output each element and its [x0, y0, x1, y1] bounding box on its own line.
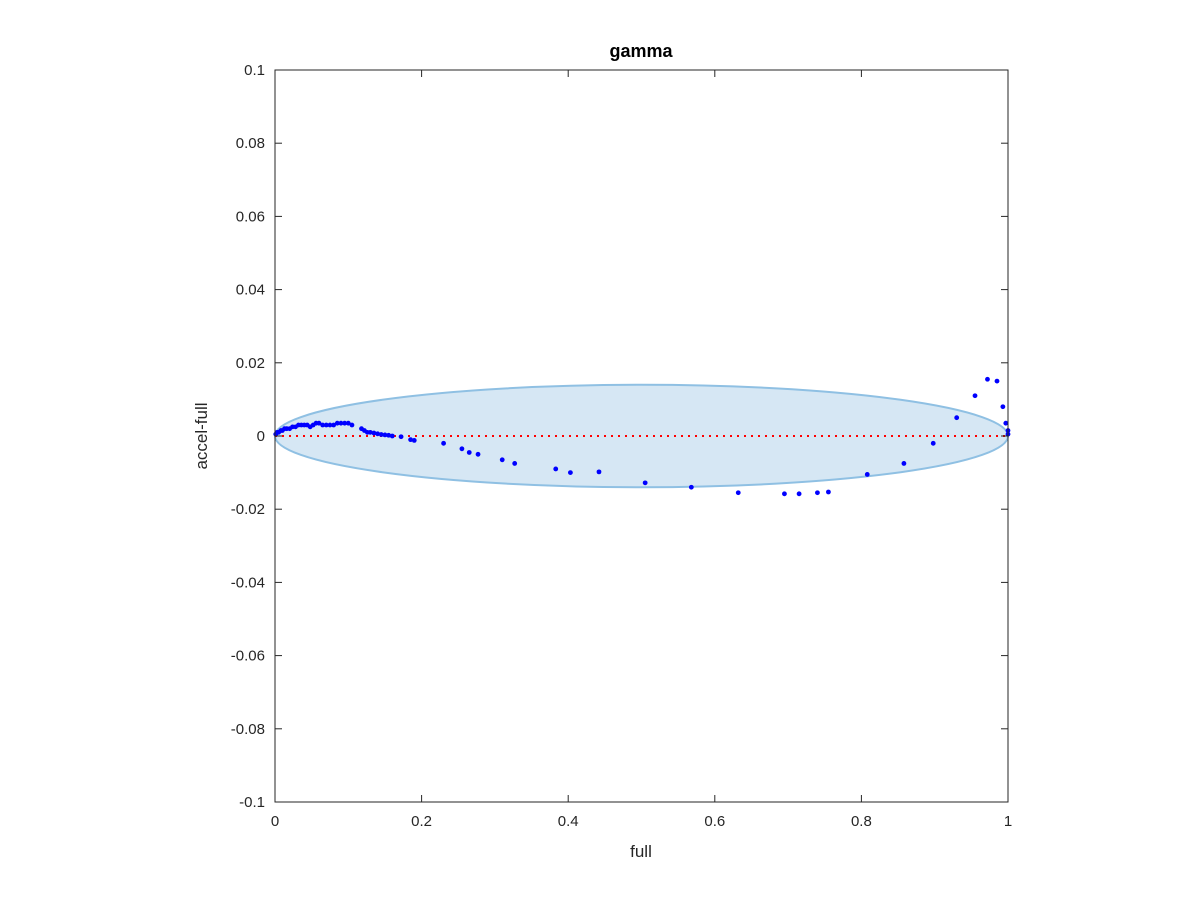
- data-point: [316, 420, 322, 426]
- data-point: [954, 415, 960, 421]
- y-tick-label: -0.1: [239, 794, 265, 811]
- data-point: [985, 376, 990, 382]
- data-point: [815, 490, 820, 496]
- data-point: [512, 461, 518, 466]
- data-point: [796, 491, 802, 497]
- data-point: [499, 457, 505, 463]
- y-tick-label: 0.06: [236, 208, 265, 225]
- data-point: [375, 431, 381, 437]
- data-point: [334, 420, 340, 426]
- y-tick-label: -0.04: [231, 574, 265, 591]
- y-tick-label: -0.06: [231, 648, 265, 665]
- data-point: [864, 472, 870, 477]
- data-point: [459, 446, 465, 452]
- data-point: [349, 422, 355, 428]
- y-tick-label: 0.04: [236, 282, 265, 299]
- data-point: [596, 469, 602, 475]
- data-point: [338, 420, 344, 426]
- x-tick-label: 0.4: [558, 813, 579, 830]
- data-point: [1000, 404, 1006, 410]
- data-point: [386, 432, 392, 438]
- data-point: [411, 437, 417, 443]
- x-tick-label: 1: [1004, 813, 1012, 830]
- data-point: [688, 484, 694, 490]
- x-tick-label: 0.6: [704, 813, 725, 830]
- x-tick-label: 0.8: [851, 813, 872, 830]
- axes-layer: [274, 69, 1009, 803]
- data-point: [389, 433, 395, 439]
- data-point: [345, 420, 351, 426]
- data-point: [735, 490, 741, 496]
- data-point: [371, 430, 377, 436]
- y-tick-label: 0.02: [236, 355, 265, 372]
- data-point: [994, 378, 1000, 384]
- chart-title: gamma: [609, 41, 673, 61]
- data-point: [930, 440, 936, 446]
- y-tick-label: 0.1: [244, 62, 265, 79]
- data-point: [642, 480, 648, 486]
- y-tick-labels: 0.1 0.08 0.06 0.04 0.02 0 -0.02 -0.04 -0.06 -0.08…: [231, 62, 265, 811]
- data-point: [382, 432, 388, 438]
- data-point: [441, 440, 446, 446]
- data-point: [342, 420, 348, 426]
- data-point: [398, 434, 404, 440]
- data-point: [378, 432, 384, 437]
- data-point: [1003, 420, 1009, 426]
- y-tick-label: -0.08: [231, 721, 265, 738]
- data-point: [331, 422, 337, 428]
- y-tick-label: 0: [257, 428, 265, 445]
- x-tick-labels: 0 0.2 0.4 0.6 0.8 1: [271, 813, 1012, 830]
- data-point: [972, 393, 978, 399]
- data-point: [327, 422, 333, 428]
- y-axis-label: accel-full: [192, 402, 211, 469]
- data-point: [466, 450, 472, 455]
- x-tick-label: 0: [271, 813, 279, 830]
- data-point: [323, 422, 329, 428]
- x-tick-label: 0.2: [411, 813, 432, 830]
- data-point: [901, 461, 907, 466]
- data-point: [475, 451, 481, 457]
- data-point: [367, 429, 373, 435]
- x-axis-label: full: [630, 842, 652, 861]
- y-tick-label: -0.02: [231, 501, 265, 518]
- y-tick-label: 0.08: [236, 135, 265, 152]
- data-point: [553, 466, 559, 472]
- data-point: [567, 470, 573, 475]
- data-point: [320, 422, 326, 428]
- data-point: [782, 491, 787, 497]
- data-point: [826, 489, 831, 495]
- data-point: [408, 437, 414, 443]
